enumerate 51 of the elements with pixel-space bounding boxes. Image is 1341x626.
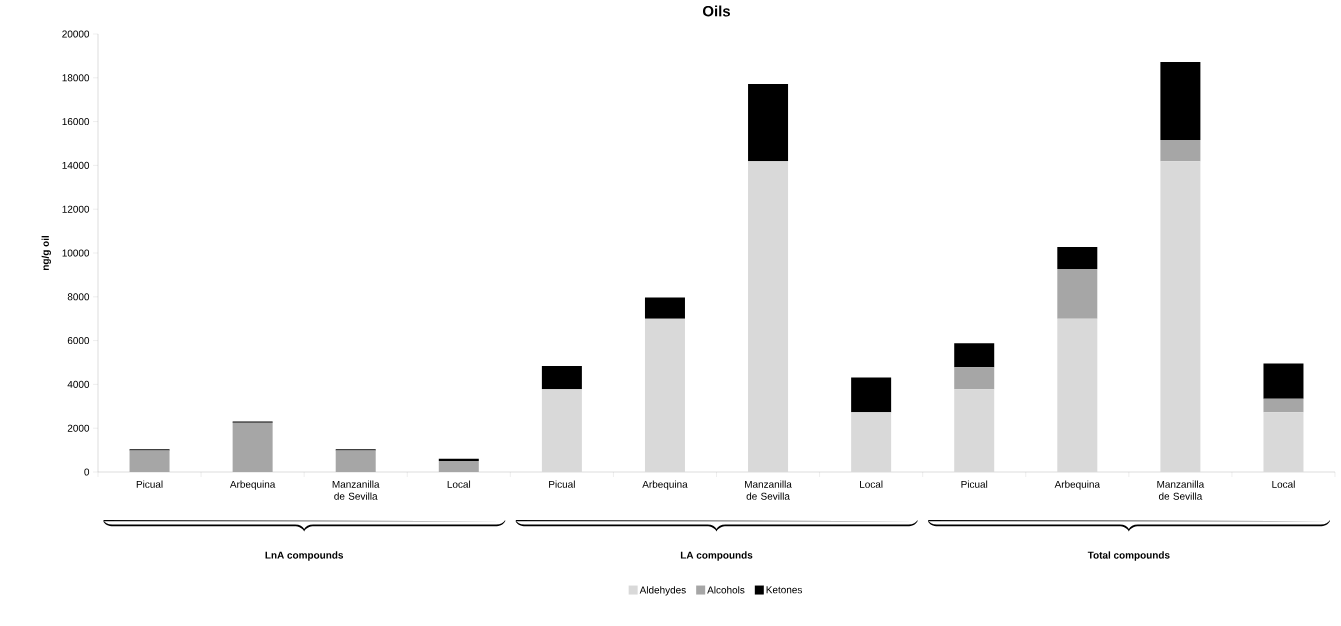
- y-tick-label: 2000: [67, 424, 90, 432]
- y-tick-label: 20000: [62, 30, 90, 38]
- y-tick-label: 0: [84, 468, 90, 476]
- bar: [954, 389, 995, 472]
- bar: [1263, 363, 1304, 399]
- y-tick-label: 14000: [62, 161, 90, 169]
- bar: [541, 389, 582, 472]
- bar: [541, 366, 582, 390]
- bar: [954, 343, 995, 368]
- x-tick-label: Local: [1272, 480, 1295, 488]
- y-tick-label: 6000: [67, 337, 90, 345]
- text: LnA compounds: [265, 551, 344, 561]
- bar: [1057, 247, 1098, 269]
- x-tick-label: Picual: [136, 480, 163, 488]
- text: LA compounds: [680, 551, 753, 561]
- x-tick-label: Arbequina: [642, 480, 688, 490]
- x-tick-label: Local: [447, 480, 471, 488]
- y-tick-label: 12000: [62, 205, 90, 213]
- y-tick-label: 4000: [67, 380, 90, 388]
- bar: [851, 377, 892, 413]
- bar: [748, 161, 789, 472]
- y-axis-title: ng/g oil: [41, 235, 51, 271]
- bar: [644, 297, 685, 319]
- x-tick-label: Arbequina: [229, 480, 276, 490]
- x-tick-label: Picual: [961, 480, 988, 488]
- x-tick-label: Manzanilla de Sevilla: [745, 480, 792, 500]
- bar: [1263, 398, 1304, 413]
- text: Total compounds: [1087, 551, 1170, 561]
- bar: [1160, 161, 1201, 472]
- bar: [1057, 318, 1098, 472]
- y-tick-label: 16000: [62, 118, 90, 126]
- chart-title: Oils: [703, 5, 731, 17]
- x-tick-label: Arbequina: [1054, 480, 1101, 490]
- bar: [954, 367, 995, 390]
- bar: [1263, 412, 1304, 472]
- x-tick-label: Local: [860, 480, 883, 488]
- bar: [1160, 139, 1201, 162]
- y-tick-label: 10000: [62, 249, 90, 257]
- legend-label: Ketones: [766, 586, 802, 594]
- bar: [851, 412, 892, 472]
- x-tick-label: Picual: [549, 480, 575, 488]
- bar: [644, 318, 685, 472]
- x-tick-label: Manzanilla de Sevilla: [1157, 480, 1205, 500]
- legend-label: Aldehydes: [639, 586, 686, 596]
- bar: [1057, 268, 1098, 319]
- bar: [1160, 62, 1201, 140]
- y-tick-label: 8000: [67, 293, 90, 301]
- bar: [748, 83, 789, 162]
- y-tick-label: 18000: [62, 74, 90, 82]
- x-tick-label: Manzanilla de Sevilla: [332, 480, 380, 500]
- legend-label: Alcohols: [707, 586, 745, 594]
